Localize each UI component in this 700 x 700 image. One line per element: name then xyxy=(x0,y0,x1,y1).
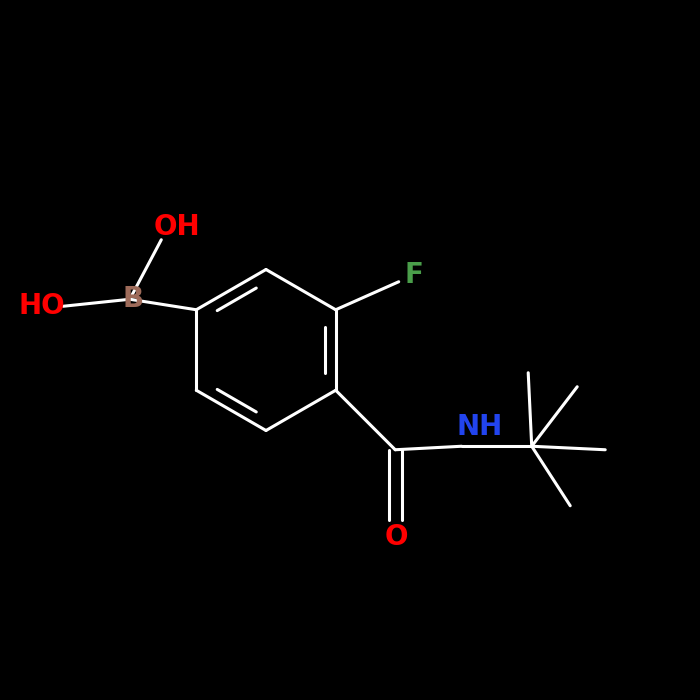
Text: F: F xyxy=(405,261,424,288)
Text: HO: HO xyxy=(19,293,66,321)
Text: OH: OH xyxy=(153,214,200,241)
Text: O: O xyxy=(384,524,407,552)
Text: B: B xyxy=(122,286,144,314)
Text: NH: NH xyxy=(456,412,503,441)
